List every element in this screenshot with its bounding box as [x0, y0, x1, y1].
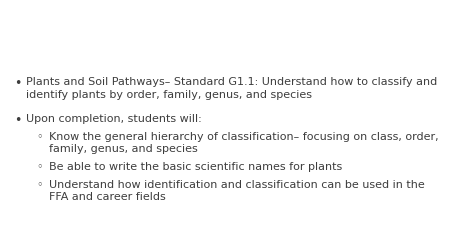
Text: •: •: [14, 77, 22, 90]
Text: Be able to write the basic scientific names for plants: Be able to write the basic scientific na…: [49, 162, 342, 172]
Text: ◦: ◦: [36, 132, 43, 142]
Text: Upon completion, students will:: Upon completion, students will:: [26, 114, 202, 123]
Text: ◦: ◦: [36, 180, 43, 190]
Text: FFA and career fields: FFA and career fields: [49, 192, 166, 202]
Text: Know the general hierarchy of classification– focusing on class, order,: Know the general hierarchy of classifica…: [49, 132, 439, 142]
Text: •: •: [14, 114, 22, 127]
Text: family, genus, and species: family, genus, and species: [49, 144, 198, 154]
Text: Instructor Information: Instructor Information: [15, 26, 295, 46]
Text: Plants and Soil Pathways– Standard G1.1: Understand how to classify and: Plants and Soil Pathways– Standard G1.1:…: [26, 77, 437, 87]
Text: ◦: ◦: [36, 162, 43, 172]
Text: identify plants by order, family, genus, and species: identify plants by order, family, genus,…: [26, 90, 312, 100]
Text: Understand how identification and classification can be used in the: Understand how identification and classi…: [49, 180, 425, 190]
